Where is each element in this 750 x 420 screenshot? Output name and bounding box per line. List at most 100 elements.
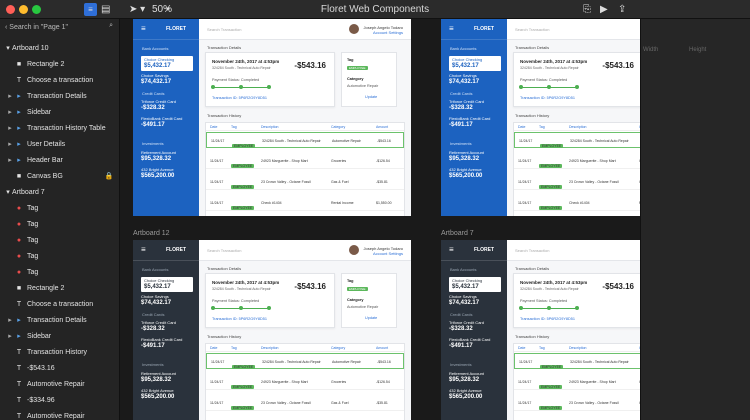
credit-item[interactable]: Triforce Credit Card -$328.32 (449, 320, 501, 333)
table-row[interactable]: 11/24/17 EMPLOYEE 23 Crown Valley - Octane… (206, 174, 404, 190)
lock-icon[interactable]: 🔒 (104, 173, 114, 180)
tag-pill[interactable]: EMPLOYEE (540, 365, 564, 369)
tag-pill[interactable]: EMPLOYEE (231, 185, 255, 189)
pages-icon[interactable]: ▤ (101, 4, 111, 15)
table-row[interactable]: 11/24/17 EMPLOYEE 324284 South - Technical… (206, 132, 404, 148)
disclosure-triangle-icon[interactable]: ▸ (8, 109, 12, 116)
zoom-level[interactable]: 50% (152, 4, 173, 15)
credit-item[interactable]: FlexioBank Credit Card -$491.17 (141, 116, 193, 129)
tag-pill[interactable]: EMPLOYEE (347, 287, 368, 291)
search-transaction[interactable]: Search Transaction (515, 248, 550, 253)
tag-pill[interactable]: EMPLOYEE (231, 164, 255, 168)
tag-pill[interactable]: EMPLOYEE (540, 144, 564, 148)
layer-item[interactable]: ■ Rectangle 2 (0, 57, 119, 73)
category-value[interactable]: Automotive Repair (347, 305, 379, 309)
minimize-window-button[interactable] (19, 5, 28, 14)
tag-pill[interactable]: EMPLOYEE (539, 164, 563, 168)
play-icon[interactable]: ▶ (600, 4, 608, 15)
avatar[interactable] (349, 24, 359, 34)
layer-item[interactable]: ▸ ▸ Sidebar (0, 105, 119, 121)
table-header-cell[interactable]: Tag (539, 346, 545, 350)
layer-item[interactable]: T -$334.96 (0, 393, 119, 409)
artboard[interactable]: ≡ FLORET Bank Accounts Choice Checking $5,43… (441, 19, 640, 216)
tag-pill[interactable]: EMPLOYEE (232, 144, 256, 148)
layer-item[interactable]: T Choose a transaction (0, 73, 119, 89)
search-transaction[interactable]: Search Transaction (207, 248, 242, 253)
layer-item[interactable]: ● Tag (0, 265, 119, 281)
layer-item[interactable]: ▸ ▸ Transaction Details (0, 89, 119, 105)
tag-pill[interactable]: EMPLOYEE (347, 66, 368, 70)
table-header-cell[interactable]: Category (331, 346, 346, 350)
table-header-cell[interactable]: Category (639, 346, 640, 350)
chevron-down-icon[interactable]: ▾ (166, 6, 170, 13)
back-chevron-icon[interactable]: ‹ (5, 24, 10, 31)
disclosure-triangle-icon[interactable]: ▸ (8, 141, 12, 148)
disclosure-triangle-icon[interactable]: ▸ (8, 317, 12, 324)
layers-icon[interactable]: ≡ (84, 3, 97, 16)
credit-item[interactable]: FlexioBank Credit Card -$491.17 (141, 337, 193, 350)
table-header-cell[interactable]: Tag (231, 346, 237, 350)
layer-item[interactable]: ● Tag (0, 201, 119, 217)
disclosure-triangle-icon[interactable]: ▸ (8, 93, 12, 100)
tag-pill[interactable]: EMPLOYEE (232, 365, 256, 369)
layer-item[interactable]: ▸ ▸ User Details (0, 137, 119, 153)
table-row[interactable]: 11/24/17 EMPLOYEE 24923 Marguerite - Shop … (514, 374, 640, 390)
table-row[interactable]: 11/24/17 EMPLOYEE 324284 South - Technical… (514, 132, 640, 148)
investment-item[interactable]: Retirement Account $95,328.32 (449, 150, 501, 163)
table-row[interactable]: 11/24/17 EMPLOYEE 24923 Marguerite - Shop … (206, 153, 404, 169)
layer-item[interactable]: ▸ ▸ Transaction Details (0, 313, 119, 329)
investment-item[interactable]: Retirement Account $95,328.32 (449, 371, 501, 384)
table-header-cell[interactable]: Description (569, 346, 587, 350)
layer-item[interactable]: T Choose a transaction (0, 297, 119, 313)
credit-item[interactable]: FlexioBank Credit Card -$491.17 (449, 337, 501, 350)
table-header-cell[interactable]: Date (210, 125, 218, 129)
disclosure-triangle-icon[interactable]: ▸ (8, 333, 12, 340)
credit-item[interactable]: Triforce Credit Card -$328.32 (141, 99, 193, 112)
layer-item[interactable]: T Automotive Repair (0, 377, 119, 393)
hamburger-icon[interactable]: ≡ (449, 245, 454, 254)
account-item[interactable]: Choice Checking $5,432.17 (449, 277, 501, 292)
table-row[interactable]: 11/24/17 EMPLOYEE 23 Crown Valley - Octane… (206, 395, 404, 411)
table-header-cell[interactable]: Description (569, 125, 587, 129)
table-header-cell[interactable]: Tag (231, 125, 237, 129)
investment-item[interactable]: 432 Bright Avenue $565,200.00 (449, 388, 501, 401)
layer-search[interactable]: ‹ Search in "Page 1" ⌕ (2, 21, 117, 34)
tag-pill[interactable]: EMPLOYEE (539, 185, 563, 189)
layer-item[interactable]: ▸ ▸ Header Bar (0, 153, 119, 169)
table-header-cell[interactable]: Category (639, 125, 640, 129)
disclosure-triangle-icon[interactable]: ▸ (8, 125, 12, 132)
tag-pill[interactable]: EMPLOYEE (539, 206, 563, 210)
search-transaction[interactable]: Search Transaction (515, 27, 550, 32)
export-icon[interactable]: ⎘ (583, 4, 591, 15)
layer-item[interactable]: ■ Rectangle 2 (0, 281, 119, 297)
table-header-cell[interactable]: Amount (376, 125, 389, 129)
transaction-id-link[interactable]: Transaction ID: 5P6R2G9Y8D51 (212, 317, 267, 321)
table-header-cell[interactable]: Date (518, 125, 526, 129)
table-row[interactable]: 11/24/17 EMPLOYEE 24923 Marguerite - Shop … (206, 374, 404, 390)
hamburger-icon[interactable]: ≡ (141, 245, 146, 254)
account-item[interactable]: Choice Savings $74,432.17 (141, 73, 193, 86)
artboard-label[interactable]: Artboard 7 (441, 230, 474, 237)
table-row[interactable]: 11/24/17 EMPLOYEE 324284 South - Technical… (206, 353, 404, 369)
close-window-button[interactable] (6, 5, 15, 14)
account-settings-link[interactable]: Account Settings (372, 30, 403, 35)
investment-item[interactable]: 432 Bright Avenue $565,200.00 (141, 167, 193, 180)
tag-pill[interactable]: EMPLOYEE (231, 206, 255, 210)
layer-item[interactable]: ● Tag (0, 233, 119, 249)
table-header-cell[interactable]: Amount (376, 346, 389, 350)
account-item[interactable]: Choice Checking $5,432.17 (449, 56, 501, 71)
hamburger-icon[interactable]: ≡ (449, 24, 454, 33)
layer-item[interactable]: ▾ Artboard 10 (0, 41, 119, 57)
hamburger-icon[interactable]: ≡ (141, 24, 146, 33)
investment-item[interactable]: Retirement Account $95,328.32 (141, 150, 193, 163)
layer-item[interactable]: ▸ ▸ Transaction History Table (0, 121, 119, 137)
table-row[interactable]: 11/24/17 EMPLOYEE 23 Crown Valley - Octane… (514, 174, 640, 190)
credit-item[interactable]: Triforce Credit Card -$328.32 (449, 99, 501, 112)
layer-item[interactable]: ● Tag (0, 217, 119, 233)
table-header-cell[interactable]: Tag (539, 125, 545, 129)
artboard[interactable]: ≡ FLORET Bank Accounts Choice Checking $5,43… (133, 240, 411, 420)
